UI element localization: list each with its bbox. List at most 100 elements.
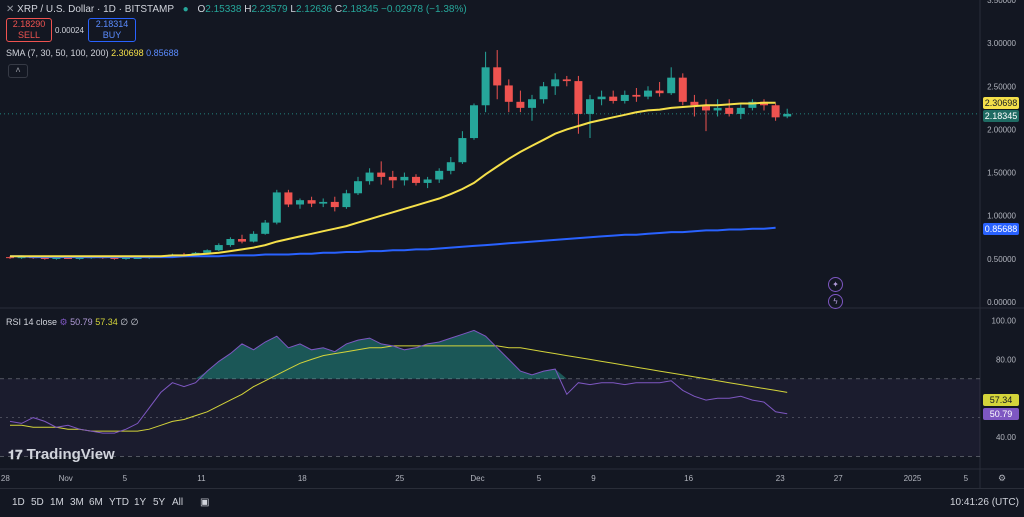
tradingview-logo: 𝟏𝟕 TradingView xyxy=(8,446,115,463)
candle-body xyxy=(6,257,14,259)
range-1m[interactable]: 1M xyxy=(50,497,64,508)
candle-body xyxy=(586,99,594,114)
candle-body xyxy=(470,105,478,139)
candle-body xyxy=(504,85,513,102)
date-range-icon[interactable]: ▣ xyxy=(200,497,210,508)
candle-body xyxy=(40,257,49,259)
rsi-tick-label: 100.00 xyxy=(992,317,1017,326)
lightning-icon[interactable]: ϟ xyxy=(828,294,843,309)
candle-body xyxy=(690,101,699,106)
rsi-ma-line xyxy=(10,345,788,432)
candle-body xyxy=(481,67,490,106)
candle-body xyxy=(307,200,316,204)
rsi-series xyxy=(0,329,980,457)
status-dot-icon: ● xyxy=(182,4,189,15)
axis-settings-icon[interactable]: ⚙ xyxy=(998,474,1006,484)
price-tick-label: 3.50000 xyxy=(987,0,1016,5)
rsi-value: 50.79 xyxy=(70,317,93,327)
time-tick-label: 23 xyxy=(776,474,785,483)
range-1y[interactable]: 1Y xyxy=(134,497,147,508)
rsi-line xyxy=(9,329,788,434)
candle-body xyxy=(122,257,130,259)
rsi-ma-tag: 57.34 xyxy=(983,394,1019,406)
chevron-up-icon: ˄ xyxy=(15,65,21,75)
sma-legend[interactable]: SMA (7, 30, 50, 100, 200) 2.30698 0.8568… xyxy=(6,48,179,58)
candle-body xyxy=(342,193,351,208)
sparkle-icon[interactable]: ✦ xyxy=(828,277,843,292)
sma-fast-value: 2.30698 xyxy=(111,48,144,58)
settings-icon[interactable]: ⚙ xyxy=(59,317,68,327)
rsi-legend[interactable]: RSI 14 close ⚙ 50.79 57.34 ∅ ∅ xyxy=(6,317,139,327)
collapse-legend-button[interactable]: ˄ xyxy=(8,64,28,78)
candle-body xyxy=(458,138,467,163)
rsi-tick-label: 80.00 xyxy=(996,355,1017,364)
candle-body xyxy=(388,176,397,181)
range-all[interactable]: All xyxy=(172,497,184,508)
candle-body xyxy=(75,257,84,259)
symbol-title[interactable]: ✕ XRP / U.S. Dollar · 1D · BITSTAMP ● O2… xyxy=(6,4,467,15)
candle-body xyxy=(423,179,432,183)
buy-button[interactable]: 2.18314 BUY xyxy=(88,18,136,42)
candle-body xyxy=(609,96,618,101)
price-tick-label: 2.50000 xyxy=(987,82,1016,91)
candle-body xyxy=(272,192,281,223)
sma-slow-value: 0.85688 xyxy=(146,48,179,58)
range-ytd[interactable]: YTD xyxy=(109,497,129,508)
bottom-toolbar: 1D 5D 1M 3M 6M YTD 1Y 5Y All ▣ 10:41:26 … xyxy=(0,488,1024,517)
price-tick-label: 1.50000 xyxy=(987,169,1016,178)
candle-body xyxy=(319,201,328,204)
candle-body xyxy=(133,257,142,259)
range-5y[interactable]: 5Y xyxy=(153,497,166,508)
candle-body xyxy=(110,257,119,259)
price-tick-label: 0.50000 xyxy=(987,255,1016,264)
candle-body xyxy=(562,79,571,82)
candle-body xyxy=(226,239,235,246)
candle-body xyxy=(632,94,641,97)
candle-body xyxy=(678,77,687,102)
close-symbol-icon[interactable]: ✕ xyxy=(6,4,18,15)
price-grid xyxy=(0,0,1024,488)
candle-body xyxy=(771,105,780,118)
candle-body xyxy=(655,90,664,94)
candle-body xyxy=(620,94,629,101)
candle-body xyxy=(574,81,583,114)
rsi-tick-label: 40.00 xyxy=(996,433,1017,442)
spread-value: 0.00024 xyxy=(55,26,84,35)
candle-body xyxy=(52,257,61,259)
candle-body xyxy=(365,172,374,182)
time-axis: 28 Nov 5 11 18 25 Dec 5 9 16 23 27 2025 5 ⚙ xyxy=(1,474,1006,484)
candle-body xyxy=(330,201,339,208)
time-tick-label: Nov xyxy=(59,474,73,483)
range-1d[interactable]: 1D xyxy=(12,497,25,508)
rsi-tag: 50.79 xyxy=(983,408,1019,420)
candle-body xyxy=(551,79,560,87)
candle-body xyxy=(736,107,745,114)
candle-body xyxy=(400,176,409,181)
candle-body xyxy=(597,96,606,100)
sell-button[interactable]: 2.18290 SELL xyxy=(6,18,52,42)
range-3m[interactable]: 3M xyxy=(70,497,84,508)
candle-body xyxy=(644,90,652,97)
rsi-overbought-fill xyxy=(10,330,788,379)
last-price-tag: 2.18345 xyxy=(983,110,1019,122)
chart-canvas[interactable]: 0.00000 0.50000 1.00000 1.50000 2.00000 2.500… xyxy=(0,0,1024,488)
low-value: 2.12636 xyxy=(295,4,333,15)
time-tick-label: 5 xyxy=(537,474,542,483)
candle-body xyxy=(203,250,212,253)
open-value: 2.15338 xyxy=(205,4,242,15)
range-5d[interactable]: 5D xyxy=(31,497,44,508)
candle-body xyxy=(783,113,792,117)
sma-slow-line xyxy=(10,226,776,259)
range-6m[interactable]: 6M xyxy=(89,497,103,508)
time-tick-label: 5 xyxy=(964,474,969,483)
sma-fast-price-tag: 2.30698 xyxy=(983,97,1019,109)
candle-body xyxy=(354,181,362,194)
rsi-ma-value: 57.34 xyxy=(95,317,118,327)
candle-body xyxy=(446,162,455,171)
candle-body xyxy=(377,172,386,177)
time-tick-label: 25 xyxy=(395,474,404,483)
tv-logo-icon: 𝟏𝟕 xyxy=(8,447,23,462)
candle-body xyxy=(64,257,72,259)
candle-body xyxy=(702,105,710,111)
time-tick-label: 9 xyxy=(591,474,596,483)
